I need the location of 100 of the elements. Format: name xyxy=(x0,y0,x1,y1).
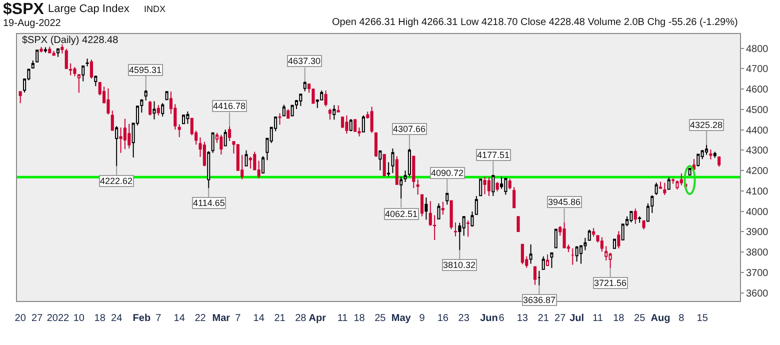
candlestick xyxy=(709,149,712,160)
candlestick xyxy=(542,256,545,270)
x-tick-label: Feb xyxy=(132,313,151,324)
x-tick-label: 25 xyxy=(634,313,646,324)
candlestick xyxy=(40,46,43,53)
x-tick-label: Mar xyxy=(212,313,230,324)
candlestick xyxy=(148,100,152,116)
x-tick-label: 21 xyxy=(274,313,286,324)
candlestick xyxy=(387,162,390,177)
candlestick xyxy=(336,104,340,113)
candlestick xyxy=(69,62,72,76)
candlestick xyxy=(533,266,537,286)
candlestick xyxy=(86,58,89,67)
annotation: $SPX (Daily) 4228.48 xyxy=(22,35,119,46)
candlestick xyxy=(404,170,407,182)
y-tick-label: 3800 xyxy=(746,248,769,259)
x-tick-label: 21 xyxy=(538,313,550,324)
candlestick xyxy=(328,108,332,120)
candlestick xyxy=(52,50,56,56)
candlestick xyxy=(64,48,68,70)
annotation: 4090.72 xyxy=(431,168,464,178)
candlestick xyxy=(667,176,670,190)
y-tick-label: 3600 xyxy=(746,288,769,300)
x-tick-label: 8 xyxy=(678,313,685,324)
candlestick xyxy=(395,156,398,186)
candlestick xyxy=(178,124,181,138)
candlestick xyxy=(56,48,60,58)
x-tick-label: 24 xyxy=(111,313,123,324)
annotation: 4222.62 xyxy=(100,176,133,186)
candlestick xyxy=(554,228,558,248)
candlestick xyxy=(420,194,424,217)
candlestick xyxy=(48,46,52,54)
candlestick xyxy=(496,182,499,192)
candlestick xyxy=(663,182,666,196)
candlestick xyxy=(713,151,716,158)
x-tick-label: 14 xyxy=(174,313,186,324)
candlestick xyxy=(600,236,604,252)
candlestick xyxy=(156,104,160,116)
candlestick xyxy=(546,254,550,266)
candlestick xyxy=(152,100,156,120)
annotation: 3721.56 xyxy=(594,278,627,288)
candlestick xyxy=(466,220,470,238)
candlestick xyxy=(634,208,637,224)
annotation: 4595.31 xyxy=(129,65,162,75)
chart-subtitle: Large Cap Index xyxy=(48,3,130,15)
candlestick xyxy=(282,104,286,116)
x-tick-label: 20 xyxy=(14,313,26,324)
candlestick xyxy=(454,222,458,237)
candlestick xyxy=(362,114,365,133)
candlestick xyxy=(680,172,683,186)
candlestick xyxy=(630,211,633,223)
candlestick xyxy=(374,132,378,158)
x-tick-label: 27 xyxy=(32,313,44,324)
candlestick xyxy=(382,154,386,176)
candlestick xyxy=(575,246,578,262)
candlestick xyxy=(688,168,692,176)
x-tick-label: 18 xyxy=(354,313,366,324)
candlestick xyxy=(416,178,420,196)
candlestick xyxy=(479,178,482,196)
candlestick xyxy=(474,196,478,216)
candlestick xyxy=(60,44,64,54)
candlestick xyxy=(588,229,591,241)
annotation: 4062.51 xyxy=(385,209,418,219)
y-tick-label: 4200 xyxy=(746,166,769,178)
candlestick xyxy=(182,114,186,124)
candlestick xyxy=(286,108,290,119)
candlestick xyxy=(161,102,164,118)
candlestick xyxy=(220,134,223,155)
x-tick-label: 13 xyxy=(516,313,528,324)
candlestick xyxy=(73,66,76,77)
candlestick xyxy=(324,90,328,108)
y-tick-label: 4000 xyxy=(746,206,769,218)
candlestick xyxy=(571,248,574,266)
candlestick xyxy=(31,60,34,69)
x-tick-label: Apr xyxy=(308,313,326,324)
candlestick xyxy=(312,88,315,104)
candlestick xyxy=(94,75,98,87)
candlestick xyxy=(224,129,227,146)
x-tick-label: Aug xyxy=(650,313,670,324)
text: INDX xyxy=(144,4,166,14)
annotation: 4416.78 xyxy=(213,101,246,111)
x-tick-label: 18 xyxy=(94,313,106,324)
candlestick xyxy=(612,238,616,250)
x-tick-label: 27 xyxy=(554,313,566,324)
x-tick-label: 15 xyxy=(696,313,708,324)
candlestick xyxy=(437,202,440,220)
candlestick xyxy=(128,123,131,149)
x-tick-label: 16 xyxy=(437,313,449,324)
candlestick xyxy=(123,118,126,150)
x-tick-label: 7 xyxy=(235,313,242,324)
annotation: 4325.28 xyxy=(690,120,723,130)
annotation: 4114.65 xyxy=(193,198,225,208)
y-tick-label: 4300 xyxy=(746,146,769,157)
x-tick-label: 2022 xyxy=(46,313,70,324)
candlestick xyxy=(487,176,490,197)
x-tick-label: 23 xyxy=(458,313,470,324)
y-tick-label: 4100 xyxy=(746,186,769,198)
candlestick xyxy=(424,196,428,220)
candlestick xyxy=(186,110,190,124)
candlestick xyxy=(529,244,532,264)
